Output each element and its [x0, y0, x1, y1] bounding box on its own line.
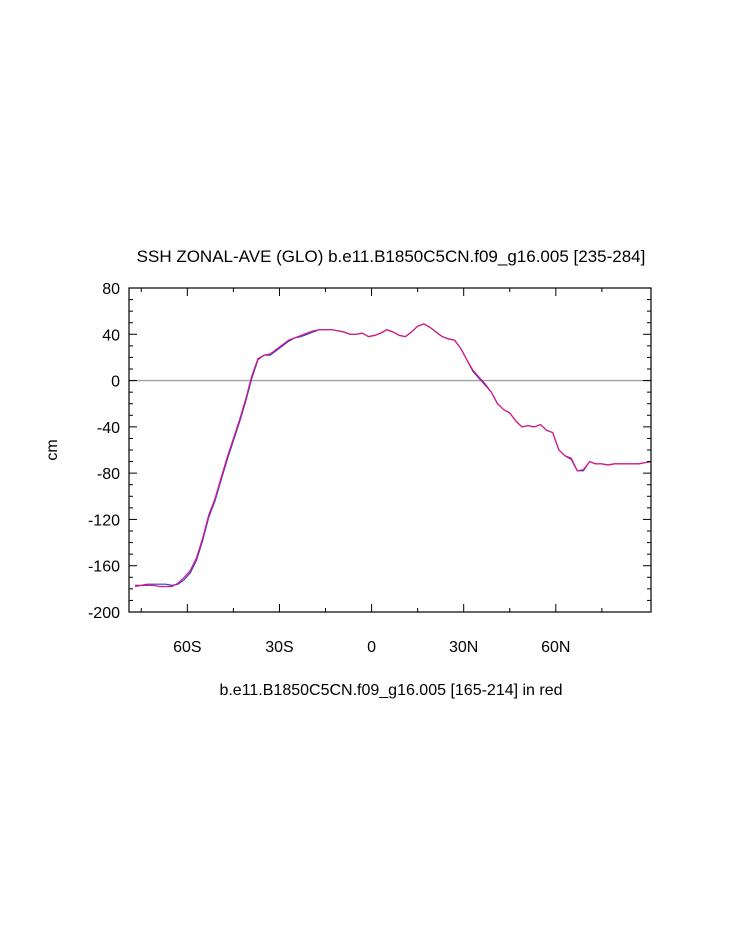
y-tick-label: 40: [102, 327, 120, 344]
series-line-2: [134, 323, 652, 588]
y-axis-title: cm: [44, 439, 61, 460]
y-tick-label: -160: [88, 559, 120, 576]
x-tick-label: 60N: [541, 639, 570, 656]
plot-area: 80 40 0 -40 -80 -120 -160 -200 60S 30S 0 30N 60N: [88, 281, 652, 656]
x-tick-label: 0: [367, 639, 376, 656]
y-tick-label: 80: [102, 281, 120, 298]
y-tick-label: -80: [97, 466, 120, 483]
x-tick-label: 30S: [265, 639, 293, 656]
y-tick-label: -40: [97, 420, 120, 437]
series-line-1: [135, 323, 652, 587]
y-tick-label: 0: [111, 374, 120, 391]
x-axis-title: b.e11.B1850C5CN.f09_g16.005 [165-214] in…: [219, 682, 562, 699]
chart-title: SSH ZONAL-AVE (GLO) b.e11.B1850C5CN.f09_…: [137, 247, 646, 266]
y-tick-label: -120: [88, 512, 120, 529]
x-tick-label: 30N: [449, 639, 478, 656]
y-tick-label: -200: [88, 605, 120, 622]
plot-frame: [128, 287, 652, 613]
x-tick-label: 60S: [173, 639, 201, 656]
